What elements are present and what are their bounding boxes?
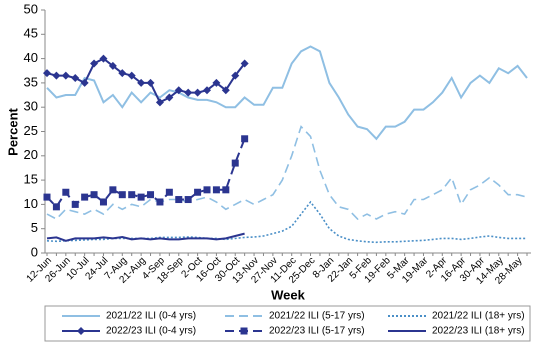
y-tick-label: 25 — [24, 123, 38, 138]
data-point — [137, 78, 146, 87]
legend-label: 2022/23 ILI (0-4 yrs) — [106, 326, 196, 337]
data-point — [165, 188, 173, 196]
data-point — [128, 191, 136, 199]
data-point — [156, 198, 164, 206]
data-point — [175, 196, 183, 204]
data-point — [203, 86, 211, 95]
data-point — [118, 69, 127, 78]
series-line — [46, 45, 528, 141]
x-axis-title: Week — [271, 287, 305, 302]
y-tick-label: 0 — [31, 244, 38, 259]
y-tick-label: 45 — [24, 26, 38, 41]
legend-label: 2021/22 ILI (18+ yrs) — [432, 311, 525, 322]
data-point — [174, 86, 183, 95]
data-point — [61, 71, 70, 80]
data-point — [99, 54, 108, 63]
y-tick-label: 30 — [24, 99, 38, 114]
data-point — [137, 193, 145, 201]
data-point — [231, 159, 239, 167]
y-tick-label: 10 — [24, 196, 38, 211]
data-point — [52, 203, 60, 211]
data-point — [71, 74, 80, 83]
y-tick-label: 35 — [24, 74, 38, 89]
legend-label: 2021/22 ILI (0-4 yrs) — [106, 311, 196, 322]
legend-marker — [77, 327, 85, 335]
data-point — [81, 193, 89, 201]
data-point — [90, 59, 99, 68]
series-line — [46, 125, 528, 220]
y-tick-label: 20 — [24, 147, 38, 162]
data-point — [118, 191, 126, 199]
data-point — [62, 188, 70, 196]
legend-label: 2022/23 ILI (18+ yrs) — [432, 326, 525, 337]
data-point — [127, 71, 136, 80]
data-point — [222, 186, 230, 194]
data-point — [108, 61, 117, 70]
data-point — [90, 191, 98, 199]
data-point — [147, 191, 155, 199]
data-point — [71, 200, 79, 208]
y-axis-title: Percent — [5, 107, 20, 155]
y-tick-label: 40 — [24, 50, 38, 65]
data-point — [240, 59, 249, 68]
legend-marker — [240, 327, 248, 335]
data-point — [80, 78, 89, 87]
data-point — [203, 186, 211, 194]
data-point — [43, 193, 51, 201]
data-point — [231, 71, 240, 80]
legend-label: 2022/23 ILI (5-17 yrs) — [269, 326, 365, 337]
series-line — [46, 232, 245, 242]
data-point — [212, 78, 221, 87]
data-point — [52, 71, 61, 80]
data-point — [194, 188, 202, 196]
data-point — [184, 88, 193, 97]
legend-box — [44, 305, 531, 342]
y-tick-label: 15 — [24, 172, 38, 187]
data-point — [109, 186, 117, 194]
data-point — [184, 196, 192, 204]
data-point — [146, 78, 155, 87]
data-point — [165, 93, 174, 102]
series-line — [46, 138, 246, 209]
data-point — [212, 186, 220, 194]
y-tick-label: 5 — [31, 220, 38, 235]
data-point — [155, 98, 164, 107]
y-tick-label: 50 — [24, 1, 38, 16]
data-point — [43, 69, 51, 78]
data-point — [193, 88, 202, 97]
data-point — [221, 86, 230, 95]
series-line — [46, 57, 246, 104]
data-point — [99, 198, 107, 206]
data-point — [241, 135, 249, 143]
legend-label: 2021/22 ILI (5-17 yrs) — [269, 311, 365, 322]
